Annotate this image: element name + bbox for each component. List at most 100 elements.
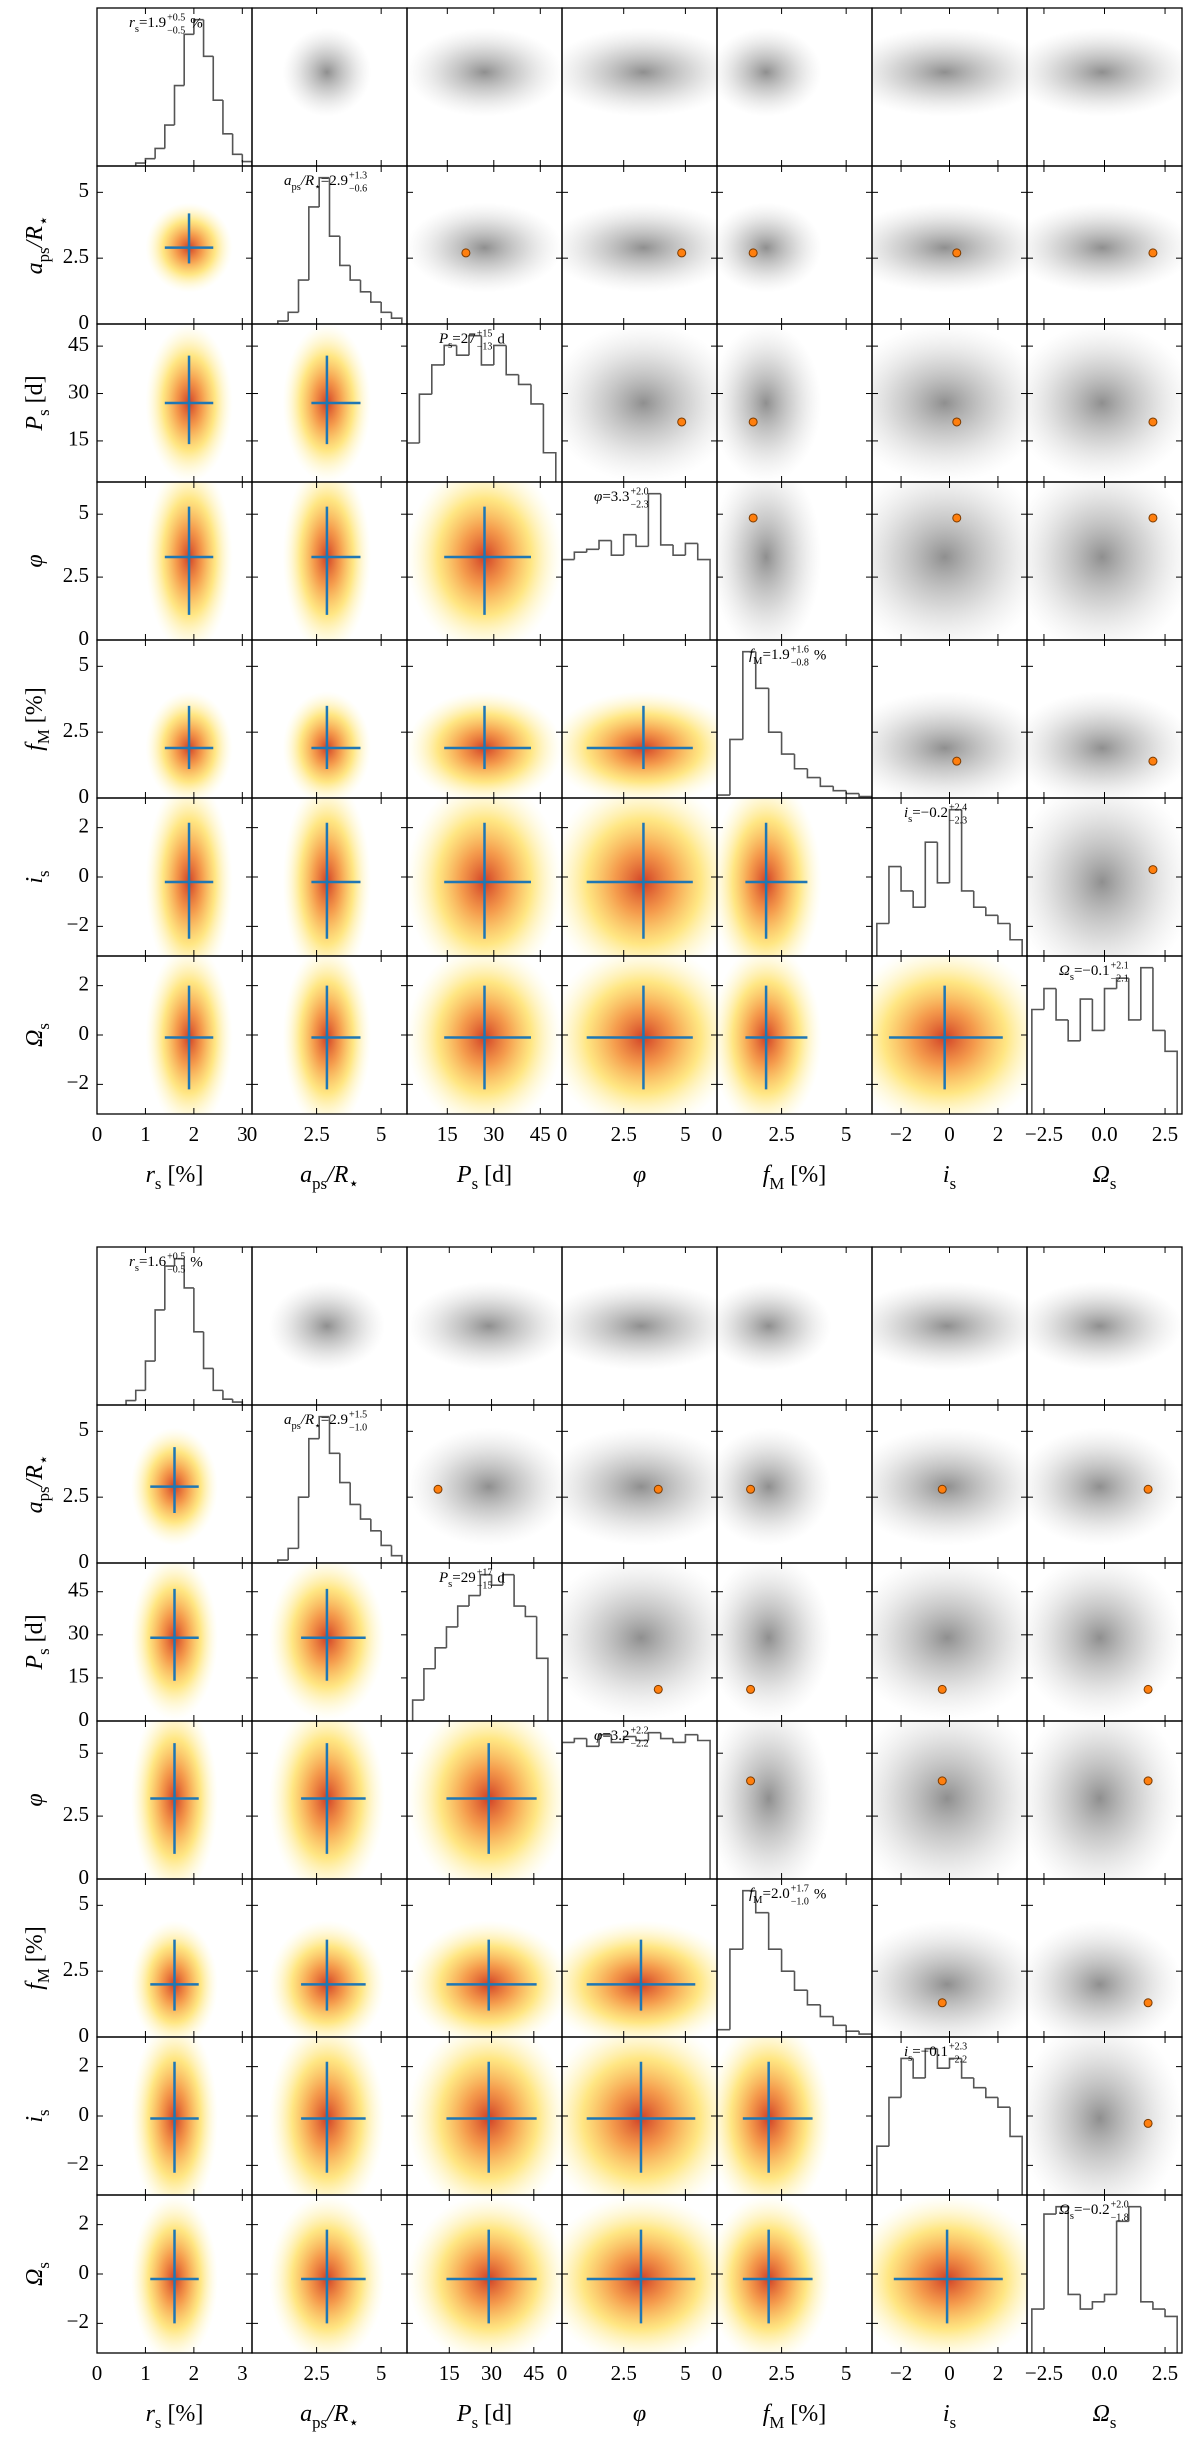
histogram-step <box>900 2057 914 2098</box>
subscript: s <box>34 2262 53 2269</box>
y-tick-label: 5 <box>79 1417 90 1441</box>
panel <box>562 2195 717 2353</box>
histogram-step <box>390 1545 403 1563</box>
panel <box>562 798 717 956</box>
truth-point <box>746 1684 756 1694</box>
symbol: f <box>22 741 48 751</box>
x-tick-label: 3 <box>237 1122 248 1146</box>
samples <box>872 691 1027 798</box>
symbol: Ω <box>1093 2401 1110 2427</box>
panel <box>872 1920 1027 2037</box>
histogram-step <box>287 1547 299 1561</box>
histogram-step <box>754 651 769 690</box>
panel <box>277 1415 403 1563</box>
density <box>872 956 1027 1114</box>
histogram-step <box>318 1415 330 1439</box>
panel <box>1027 324 1182 482</box>
samples <box>872 324 1027 482</box>
annotation: is=−0.2 <box>904 805 948 824</box>
x-tick-label: 0 <box>944 1122 955 1146</box>
x-axis-label: aps/R⋆ <box>300 2401 359 2433</box>
symbol: φ <box>594 1728 602 1744</box>
error-minus: −2.3 <box>949 815 967 826</box>
x-tick-label: 5 <box>376 1122 387 1146</box>
histogram-step <box>411 1699 424 1721</box>
x-tick-label: 0 <box>944 2361 955 2385</box>
panel <box>282 956 372 1114</box>
annotation: Ps=27 <box>438 331 476 350</box>
y-tick-label: 2 <box>79 2210 90 2234</box>
histogram-step <box>948 2057 962 2069</box>
panel <box>1031 966 1178 1114</box>
panel <box>407 1281 562 1371</box>
panel <box>145 691 233 798</box>
subscript: ⋆ <box>34 1455 53 1466</box>
y-axis-label: is <box>22 870 54 883</box>
panel <box>407 798 562 956</box>
histogram-step <box>468 334 482 356</box>
annotation: aps/R⋆=2.9 <box>284 173 348 192</box>
histogram-step <box>480 335 494 366</box>
symbol: a <box>300 1162 312 1188</box>
histogram-step <box>479 1573 492 1596</box>
histogram-step <box>277 320 289 324</box>
histogram-step <box>1140 966 1153 1020</box>
subscript: ps <box>312 1174 327 1193</box>
subscript: s <box>34 2109 53 2116</box>
truth-point <box>746 1484 756 1494</box>
subscript: ⋆ <box>314 182 321 193</box>
histogram-step <box>418 393 432 443</box>
error-minus: −13 <box>477 341 493 352</box>
subscript: s <box>34 1023 53 1030</box>
histogram-step <box>793 754 808 770</box>
histogram-step <box>832 786 847 792</box>
samples <box>872 1721 1027 1879</box>
panel <box>1027 27 1182 117</box>
histogram-step <box>490 1574 503 1586</box>
density <box>872 2195 1027 2353</box>
panel <box>872 482 1027 640</box>
truth-point <box>653 1684 663 1694</box>
panel <box>407 1427 562 1546</box>
symbol: Ω <box>22 1030 48 1047</box>
histogram-step <box>277 1559 289 1563</box>
x-tick-label: 5 <box>680 2361 691 2385</box>
samples <box>1027 1721 1182 1879</box>
y-tick-label: 0 <box>79 2023 90 2047</box>
symbol: f <box>763 2401 773 2427</box>
samples <box>1027 2037 1182 2195</box>
histogram-step <box>164 124 175 149</box>
histogram-step <box>573 551 587 560</box>
histogram-step <box>845 790 860 795</box>
median: 1.9 <box>771 647 790 663</box>
histogram-step <box>339 236 351 267</box>
subscript: M <box>753 656 763 667</box>
density <box>562 2195 717 2353</box>
samples <box>872 1563 1027 1721</box>
equals: = <box>912 2044 920 2060</box>
x-tick-label: 0 <box>92 2361 103 2385</box>
histogram-step <box>1115 2220 1129 2295</box>
x-tick-label: 2.5 <box>768 1122 794 1146</box>
histogram-step <box>598 539 612 550</box>
symbol: r <box>146 2401 156 2427</box>
median: −0.2 <box>1082 2202 1109 2218</box>
y-tick-label: 5 <box>79 652 90 676</box>
y-tick-label: −2 <box>67 912 89 936</box>
truth-point <box>952 248 962 258</box>
truth-point <box>677 248 687 258</box>
subscript: s <box>950 2413 957 2432</box>
error-minus: −1.8 <box>1111 2212 1129 2223</box>
histogram-step <box>535 1616 549 1721</box>
histogram-step <box>912 2058 926 2079</box>
histogram-step <box>1043 987 1057 1010</box>
symbol: /R <box>325 1162 349 1188</box>
histogram-step <box>900 866 914 892</box>
x-axis-label: φ <box>633 2401 646 2427</box>
median: −0.1 <box>1082 963 1109 979</box>
histogram-step <box>562 1741 575 1879</box>
truth-point <box>1148 248 1158 258</box>
equals: = <box>763 1886 771 1902</box>
density <box>407 2195 562 2353</box>
panel <box>717 2195 832 2353</box>
